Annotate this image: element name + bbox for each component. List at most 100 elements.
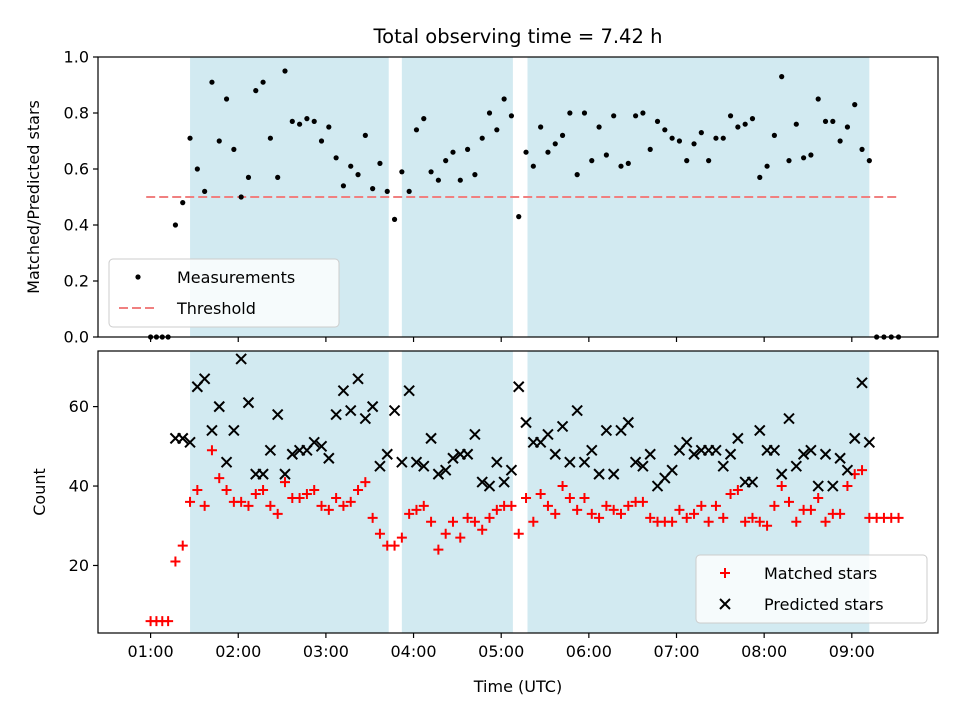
predicted-point	[505, 464, 518, 476]
measurements-series	[147, 68, 902, 340]
predicted-point	[732, 432, 744, 445]
measurement-point	[260, 79, 266, 85]
measurement-point	[859, 146, 865, 152]
predicted-point	[374, 460, 386, 472]
matched-point	[338, 500, 349, 511]
predicted-point	[819, 448, 832, 460]
matched-point	[835, 508, 846, 519]
matched-point	[776, 481, 787, 492]
matched-point	[294, 492, 305, 503]
matched-point	[491, 504, 502, 515]
measurement-point	[844, 124, 851, 130]
matched-point	[754, 516, 765, 527]
matched-point	[360, 477, 371, 488]
measurement-point	[698, 130, 704, 136]
measurement-point	[559, 132, 566, 138]
measurement-point	[669, 135, 675, 141]
measurement-point	[465, 146, 471, 152]
predicted-point	[710, 444, 722, 457]
measurement-point	[282, 68, 288, 74]
predicted-point	[717, 460, 729, 472]
predicted-point	[352, 373, 364, 385]
matched-point	[323, 504, 334, 515]
matched-point	[535, 488, 546, 499]
matched-point	[396, 532, 407, 543]
measurement-point	[494, 127, 500, 133]
matched-point	[615, 508, 626, 519]
matched-point	[367, 512, 378, 523]
x-tick-label: 04:00	[390, 642, 436, 661]
matched-point	[893, 512, 904, 523]
measurement-point	[662, 127, 668, 133]
measurement-point	[530, 163, 536, 169]
x-axis-label: Time (UTC)	[473, 677, 562, 696]
measurement-point	[735, 124, 741, 130]
measurement-point	[793, 121, 799, 127]
measurement-point	[348, 163, 354, 169]
legend: Measurements Threshold	[108, 258, 340, 328]
predicted-point	[775, 468, 788, 480]
predicted-point	[330, 408, 342, 421]
measurement-point	[209, 79, 215, 85]
matched-point	[272, 508, 283, 519]
predicted-point	[184, 436, 196, 449]
matched-point	[608, 504, 619, 515]
measurement-point	[326, 124, 332, 130]
measurement-point	[706, 158, 712, 164]
measurement-point	[370, 186, 376, 192]
measurement-point	[391, 216, 398, 222]
predicted-point	[644, 448, 656, 460]
matched-point	[747, 512, 758, 523]
y-tick-label: 0.2	[64, 272, 89, 291]
matched-point	[557, 481, 568, 492]
measurement-point	[472, 172, 478, 178]
measurement-point	[545, 149, 551, 155]
measurement-point	[223, 96, 230, 102]
predicted-point	[432, 468, 445, 480]
matched-point	[564, 492, 575, 503]
predicted-point	[418, 460, 430, 472]
x-tick-label: 02:00	[215, 642, 261, 661]
predicted-point	[666, 464, 678, 476]
predicted-point	[724, 448, 737, 460]
measurement-point	[384, 188, 390, 194]
legend-label: Threshold	[176, 299, 256, 318]
matched-point	[374, 528, 385, 539]
predicted-point	[513, 381, 525, 393]
measurement-point	[779, 74, 785, 80]
measurement-point	[611, 113, 617, 119]
measurement-point	[421, 116, 427, 122]
measurement-point	[516, 214, 522, 220]
matched-point	[696, 500, 707, 511]
matched-point	[594, 512, 605, 523]
matched-point	[637, 496, 648, 507]
axes-frame	[97, 56, 939, 338]
matched-point	[601, 500, 612, 511]
predicted-point	[556, 420, 569, 433]
matched-point	[199, 500, 210, 511]
matched-point	[185, 496, 196, 507]
matched-point	[433, 544, 444, 555]
matched-point	[250, 488, 261, 499]
matched-point	[469, 516, 480, 527]
matched-point	[243, 500, 254, 511]
measurement-point	[866, 158, 872, 164]
top-y-axis-label: Matched/Predicted stars	[24, 100, 43, 294]
matched-point	[163, 616, 174, 627]
legend-marker	[135, 274, 141, 280]
matched-point	[170, 556, 181, 567]
measurement-point	[231, 146, 237, 152]
predicted-point	[805, 444, 817, 457]
measurement-point	[406, 188, 412, 194]
measurement-point	[216, 138, 222, 144]
predicted-point	[286, 448, 299, 460]
predicted-point	[812, 480, 824, 492]
measurement-point	[289, 118, 295, 124]
matched-point	[857, 465, 868, 476]
matched-point	[236, 496, 247, 507]
predicted-point	[754, 424, 766, 437]
legend-label: Measurements	[177, 268, 295, 287]
matched-point	[667, 516, 678, 527]
matched-point	[316, 500, 327, 511]
